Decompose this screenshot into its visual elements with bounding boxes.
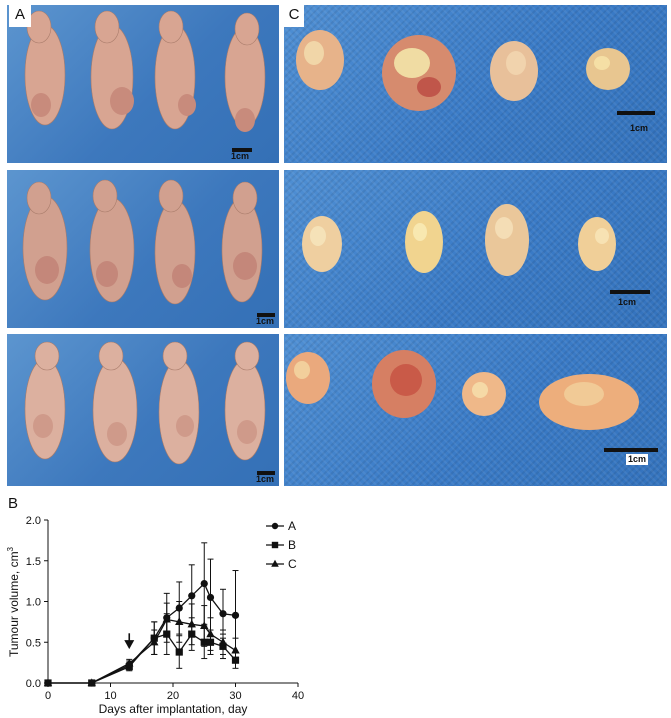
scale-label: 1cm bbox=[618, 297, 637, 307]
mice-photo-group-a: A 1cm bbox=[7, 5, 279, 163]
marker-triangle bbox=[162, 614, 171, 623]
x-axis-label: Days after implantation, day bbox=[99, 702, 248, 716]
scale-label: 1cm bbox=[256, 474, 275, 484]
scale-bar bbox=[257, 313, 275, 317]
y-tick-label: 2.0 bbox=[26, 515, 41, 527]
marker-triangle bbox=[271, 559, 279, 567]
mice-photo-group-b: 1cm bbox=[7, 170, 279, 328]
y-axis-label-superscript: 3 bbox=[6, 546, 15, 551]
tumor-photo-group-a: C 1cm bbox=[284, 5, 667, 163]
marker-triangle bbox=[43, 678, 53, 687]
marker-triangle bbox=[125, 658, 134, 667]
scale-bar bbox=[257, 471, 275, 475]
marker-square bbox=[175, 648, 183, 656]
marker-circle bbox=[231, 611, 240, 619]
marker-triangle bbox=[187, 619, 196, 628]
marker-circle bbox=[206, 593, 215, 602]
tumor-photo-group-c: 1cm bbox=[284, 334, 667, 486]
scale-label: 1cm bbox=[626, 454, 649, 465]
marker-triangle bbox=[87, 678, 96, 687]
tumor-photo-group-b: 1cm bbox=[284, 170, 667, 328]
chart-legend: ABC bbox=[266, 519, 297, 571]
y-axis-label: Tumour volume, cm3 bbox=[6, 546, 21, 657]
legend-label: C bbox=[288, 557, 297, 571]
series-c bbox=[43, 601, 240, 687]
x-tick-label: 20 bbox=[167, 690, 179, 702]
scale-bar bbox=[232, 148, 252, 152]
mice-illustration bbox=[24, 341, 266, 465]
panel-label-b: B bbox=[8, 494, 24, 514]
panel-label-c: C bbox=[284, 5, 304, 27]
marker-circle bbox=[188, 592, 196, 600]
marker-triangle bbox=[175, 617, 184, 625]
marker-triangle bbox=[200, 621, 209, 630]
scale-bar bbox=[610, 290, 650, 294]
x-tick-label: 10 bbox=[104, 690, 116, 702]
mice-illustration bbox=[24, 10, 266, 132]
marker-circle bbox=[271, 522, 279, 530]
treatment-arrow-icon bbox=[124, 640, 135, 650]
series-a bbox=[44, 542, 240, 687]
marker-circle bbox=[219, 610, 227, 618]
x-tick-label: 0 bbox=[45, 690, 51, 702]
x-tick-label: 40 bbox=[292, 690, 304, 702]
mice-illustration bbox=[22, 179, 263, 305]
x-tick-label: 30 bbox=[229, 690, 241, 702]
chart-axes: 0 10 20 30 40 0.0 0.5 1.0 1.5 2.0 bbox=[26, 515, 304, 702]
y-tick-label: 1.0 bbox=[26, 597, 41, 609]
legend-label: B bbox=[288, 538, 296, 552]
y-axis-label-main: Tumour volume, cm bbox=[7, 551, 21, 657]
y-tick-label: 0.0 bbox=[26, 678, 41, 690]
marker-triangle bbox=[150, 637, 159, 646]
tumors-illustration bbox=[302, 204, 616, 276]
panel-label-a: A bbox=[9, 5, 31, 27]
y-tick-label: 1.5 bbox=[26, 556, 41, 568]
scale-label: 1cm bbox=[231, 151, 250, 161]
tumors-illustration bbox=[296, 30, 630, 111]
scale-label: 1cm bbox=[256, 316, 275, 326]
marker-triangle bbox=[218, 637, 228, 646]
tumour-volume-chart: 0 10 20 30 40 0.0 0.5 1.0 1.5 2.0 ABC Days after … bbox=[6, 515, 304, 716]
scale-bar bbox=[617, 111, 655, 115]
marker-triangle bbox=[231, 645, 240, 654]
scale-bar bbox=[604, 448, 658, 452]
chart-series bbox=[43, 542, 240, 687]
mice-photo-group-c: 1cm bbox=[7, 334, 279, 486]
y-tick-label: 0.5 bbox=[26, 637, 41, 649]
marker-triangle bbox=[206, 629, 215, 638]
tumors-illustration bbox=[286, 350, 639, 430]
marker-circle bbox=[200, 579, 208, 588]
legend-label: A bbox=[288, 519, 296, 533]
marker-square bbox=[271, 541, 279, 549]
scale-label: 1cm bbox=[630, 123, 649, 133]
